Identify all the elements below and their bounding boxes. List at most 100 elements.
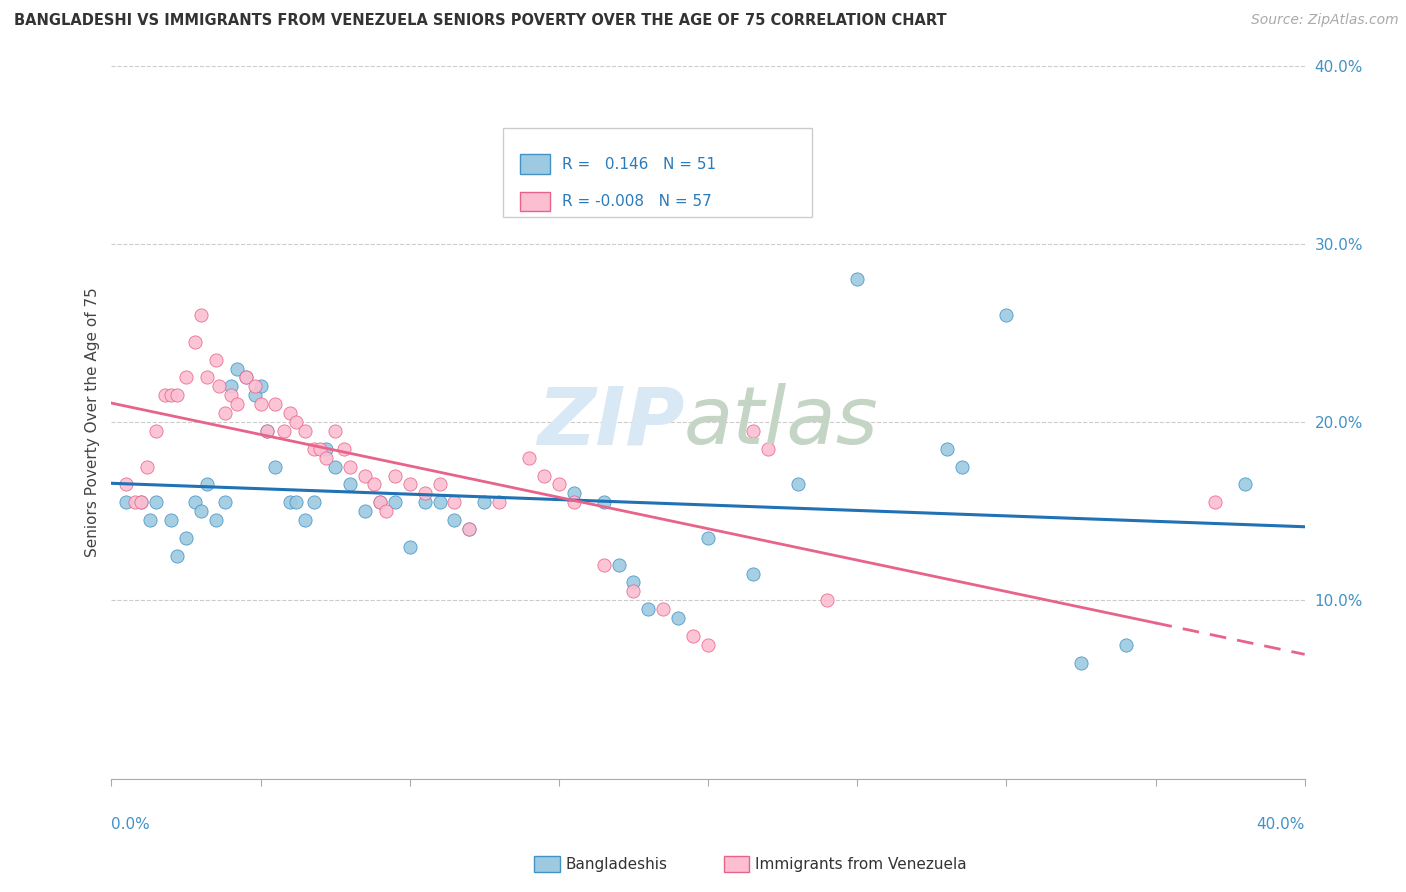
Text: Immigrants from Venezuela: Immigrants from Venezuela — [755, 857, 967, 871]
Point — [315, 450, 337, 465]
Point — [429, 495, 451, 509]
Point — [243, 379, 266, 393]
Point — [413, 495, 436, 509]
Point — [315, 442, 337, 456]
Point — [488, 495, 510, 509]
Point — [285, 495, 308, 509]
Point — [398, 540, 420, 554]
Point — [304, 442, 326, 456]
Point — [256, 424, 278, 438]
Point — [607, 558, 630, 572]
Point — [160, 388, 183, 402]
Y-axis label: Seniors Poverty Over the Age of 75: Seniors Poverty Over the Age of 75 — [86, 287, 100, 557]
Point — [129, 495, 152, 509]
Point — [285, 415, 308, 429]
Point — [294, 424, 316, 438]
Text: R =   0.146   N = 51: R = 0.146 N = 51 — [562, 157, 716, 172]
Point — [204, 513, 226, 527]
Point — [363, 477, 385, 491]
Point — [323, 459, 346, 474]
Point — [741, 566, 763, 581]
Point — [280, 495, 302, 509]
Point — [623, 575, 645, 590]
Text: Bangladeshis: Bangladeshis — [565, 857, 668, 871]
Point — [652, 602, 675, 616]
Point — [136, 459, 159, 474]
Point — [174, 370, 197, 384]
Point — [413, 486, 436, 500]
Point — [623, 584, 645, 599]
Point — [195, 370, 218, 384]
Point — [374, 504, 396, 518]
Point — [384, 495, 406, 509]
Point — [846, 272, 869, 286]
Point — [1204, 495, 1226, 509]
Point — [429, 477, 451, 491]
Point — [225, 397, 247, 411]
Point — [195, 477, 218, 491]
Point — [756, 442, 779, 456]
Point — [145, 495, 167, 509]
Point — [592, 495, 614, 509]
Point — [443, 513, 465, 527]
Point — [190, 308, 212, 322]
Point — [547, 477, 569, 491]
Point — [533, 468, 555, 483]
Point — [115, 495, 138, 509]
Point — [145, 424, 167, 438]
Point — [562, 486, 585, 500]
Text: R = -0.008   N = 57: R = -0.008 N = 57 — [562, 194, 711, 210]
Text: 40.0%: 40.0% — [1257, 817, 1305, 832]
Point — [129, 495, 152, 509]
Point — [214, 495, 236, 509]
Point — [815, 593, 838, 607]
Point — [786, 477, 808, 491]
Point — [264, 397, 287, 411]
Text: 0.0%: 0.0% — [111, 817, 150, 832]
Point — [995, 308, 1018, 322]
Point — [323, 424, 346, 438]
Point — [950, 459, 973, 474]
Point — [472, 495, 495, 509]
Point — [190, 504, 212, 518]
Point — [235, 370, 257, 384]
Point — [235, 370, 257, 384]
Text: Source: ZipAtlas.com: Source: ZipAtlas.com — [1251, 13, 1399, 28]
Point — [741, 424, 763, 438]
Point — [304, 495, 326, 509]
Point — [697, 531, 720, 545]
Point — [219, 388, 242, 402]
Point — [384, 468, 406, 483]
Point — [1115, 638, 1137, 652]
Point — [243, 388, 266, 402]
Point — [249, 397, 271, 411]
Point — [935, 442, 957, 456]
Point — [339, 459, 361, 474]
Point — [637, 602, 659, 616]
Point — [666, 611, 689, 625]
Point — [166, 388, 188, 402]
Point — [124, 495, 146, 509]
Point — [1070, 656, 1092, 670]
Point — [264, 459, 287, 474]
Text: BANGLADESHI VS IMMIGRANTS FROM VENEZUELA SENIORS POVERTY OVER THE AGE OF 75 CORR: BANGLADESHI VS IMMIGRANTS FROM VENEZUELA… — [14, 13, 946, 29]
Point — [517, 450, 540, 465]
Point — [1233, 477, 1256, 491]
Point — [368, 495, 391, 509]
Point — [184, 495, 207, 509]
Text: atlas: atlas — [685, 383, 879, 461]
Point — [443, 495, 465, 509]
Point — [153, 388, 176, 402]
Point — [398, 477, 420, 491]
Point — [166, 549, 188, 563]
Point — [273, 424, 295, 438]
Point — [592, 558, 614, 572]
Point — [225, 361, 247, 376]
Point — [354, 468, 377, 483]
Point — [219, 379, 242, 393]
Text: ZIP: ZIP — [537, 383, 685, 461]
Point — [249, 379, 271, 393]
Point — [214, 406, 236, 420]
Point — [204, 352, 226, 367]
Point — [208, 379, 231, 393]
